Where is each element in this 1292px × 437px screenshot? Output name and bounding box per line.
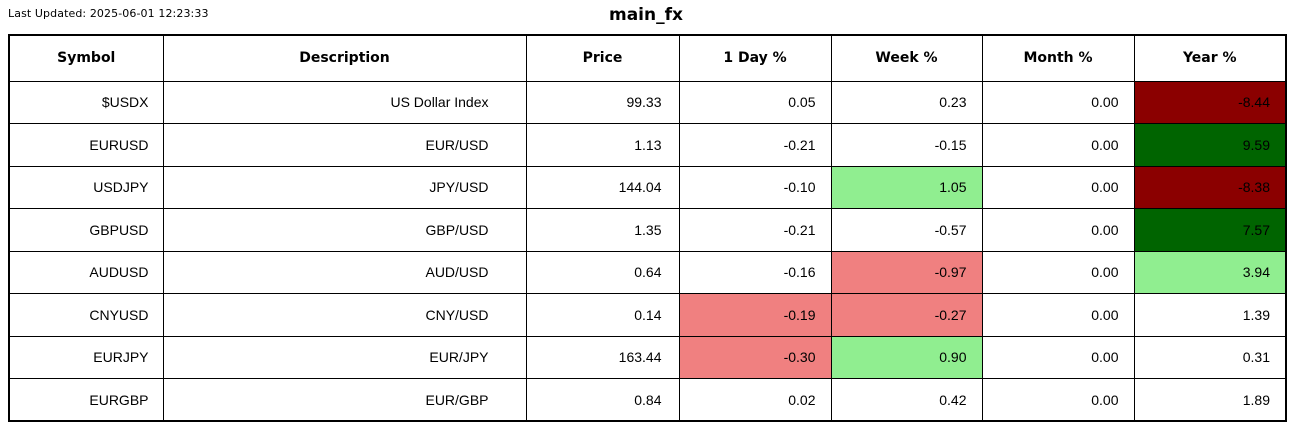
column-header-month: Month % [981, 34, 1135, 82]
description-cell: AUD/USD [162, 250, 527, 294]
year-cell: -8.44 [1133, 80, 1287, 124]
price-cell: 1.13 [525, 123, 680, 167]
description-cell: EUR/GBP [162, 378, 527, 422]
month-cell: 0.00 [981, 293, 1135, 337]
table-header-row: Symbol Description Price 1 Day % Week % … [8, 34, 1287, 82]
year-cell: 0.31 [1133, 335, 1287, 379]
price-cell: 99.33 [525, 80, 680, 124]
symbol-cell: AUDUSD [8, 250, 164, 294]
day-cell: -0.21 [678, 208, 832, 252]
price-cell: 144.04 [525, 165, 680, 209]
symbol-cell: $USDX [8, 80, 164, 124]
week-cell: -0.15 [830, 123, 983, 167]
month-cell: 0.00 [981, 80, 1135, 124]
day-cell: -0.30 [678, 335, 832, 379]
description-cell: JPY/USD [162, 165, 527, 209]
symbol-cell: EURUSD [8, 123, 164, 167]
table-row: EURGBP EUR/GBP 0.84 0.02 0.42 0.00 1.89 [8, 378, 1287, 422]
description-cell: GBP/USD [162, 208, 527, 252]
table-row: CNYUSD CNY/USD 0.14 -0.19 -0.27 0.00 1.39 [8, 293, 1287, 337]
day-cell: -0.19 [678, 293, 832, 337]
month-cell: 0.00 [981, 123, 1135, 167]
month-cell: 0.00 [981, 250, 1135, 294]
table-row: EURUSD EUR/USD 1.13 -0.21 -0.15 0.00 9.59 [8, 123, 1287, 167]
week-cell: 0.90 [830, 335, 983, 379]
column-header-description: Description [162, 34, 527, 82]
symbol-cell: CNYUSD [8, 293, 164, 337]
symbol-cell: EURGBP [8, 378, 164, 422]
day-cell: -0.21 [678, 123, 832, 167]
table-row: $USDX US Dollar Index 99.33 0.05 0.23 0.00 -8.… [8, 80, 1287, 124]
report-header: Last Updated: 2025-06-01 12:23:33 main_f… [0, 0, 1292, 34]
month-cell: 0.00 [981, 378, 1135, 422]
description-cell: EUR/USD [162, 123, 527, 167]
month-cell: 0.00 [981, 165, 1135, 209]
price-cell: 0.64 [525, 250, 680, 294]
symbol-cell: GBPUSD [8, 208, 164, 252]
week-cell: 1.05 [830, 165, 983, 209]
last-updated-timestamp: Last Updated: 2025-06-01 12:23:33 [8, 7, 209, 20]
price-cell: 163.44 [525, 335, 680, 379]
day-cell: 0.05 [678, 80, 832, 124]
price-cell: 1.35 [525, 208, 680, 252]
week-cell: -0.57 [830, 208, 983, 252]
day-cell: 0.02 [678, 378, 832, 422]
week-cell: -0.27 [830, 293, 983, 337]
month-cell: 0.00 [981, 208, 1135, 252]
table-row: USDJPY JPY/USD 144.04 -0.10 1.05 0.00 -8.38 [8, 165, 1287, 209]
year-cell: 7.57 [1133, 208, 1287, 252]
symbol-cell: EURJPY [8, 335, 164, 379]
price-cell: 0.84 [525, 378, 680, 422]
column-header-week: Week % [830, 34, 983, 82]
fx-table-body: $USDX US Dollar Index 99.33 0.05 0.23 0.00 -8.… [8, 80, 1287, 422]
price-cell: 0.14 [525, 293, 680, 337]
day-cell: -0.10 [678, 165, 832, 209]
symbol-cell: USDJPY [8, 165, 164, 209]
table-row: GBPUSD GBP/USD 1.35 -0.21 -0.57 0.00 7.57 [8, 208, 1287, 252]
column-header-year: Year % [1133, 34, 1287, 82]
year-cell: 3.94 [1133, 250, 1287, 294]
description-cell: US Dollar Index [162, 80, 527, 124]
column-header-price: Price [525, 34, 680, 82]
year-cell: 1.89 [1133, 378, 1287, 422]
year-cell: 9.59 [1133, 123, 1287, 167]
day-cell: -0.16 [678, 250, 832, 294]
year-cell: 1.39 [1133, 293, 1287, 337]
description-cell: CNY/USD [162, 293, 527, 337]
table-row: EURJPY EUR/JPY 163.44 -0.30 0.90 0.00 0.31 [8, 335, 1287, 379]
year-cell: -8.38 [1133, 165, 1287, 209]
fx-performance-table: Symbol Description Price 1 Day % Week % … [8, 34, 1287, 422]
week-cell: 0.42 [830, 378, 983, 422]
column-header-symbol: Symbol [8, 34, 164, 82]
week-cell: -0.97 [830, 250, 983, 294]
column-header-1day: 1 Day % [678, 34, 832, 82]
week-cell: 0.23 [830, 80, 983, 124]
month-cell: 0.00 [981, 335, 1135, 379]
page-title: main_fx [609, 5, 683, 25]
description-cell: EUR/JPY [162, 335, 527, 379]
table-row: AUDUSD AUD/USD 0.64 -0.16 -0.97 0.00 3.94 [8, 250, 1287, 294]
